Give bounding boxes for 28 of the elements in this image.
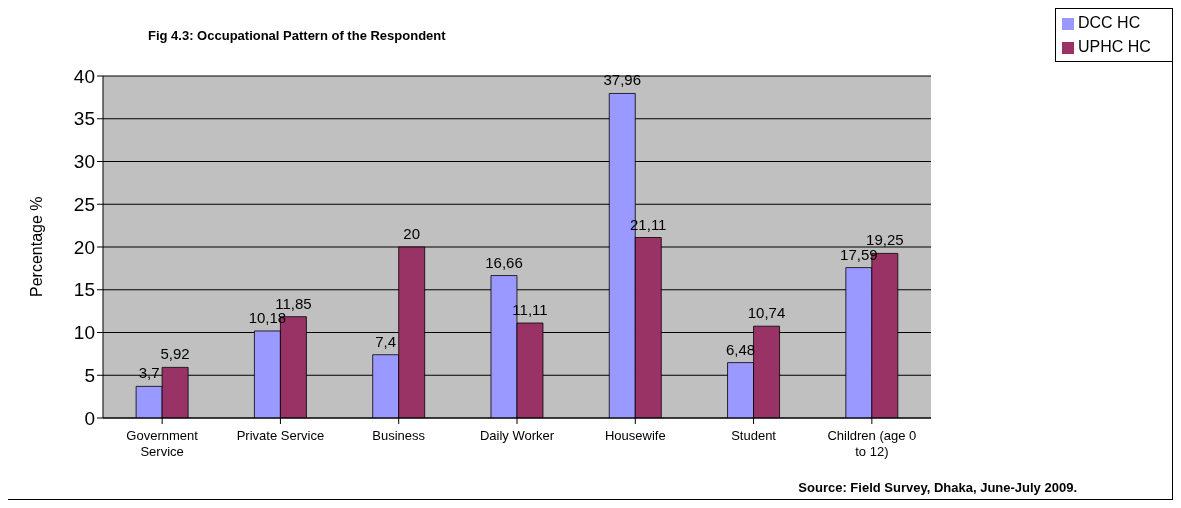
y-tick-label: 40 xyxy=(73,65,95,87)
data-label: 37,96 xyxy=(603,71,642,89)
data-label: 11,11 xyxy=(512,301,548,319)
x-tick-label: Business xyxy=(372,428,426,443)
x-tick-label: Government Service xyxy=(126,428,199,459)
chart-title: Fig 4.3: Occupational Pattern of the Respondent xyxy=(148,28,446,43)
y-tick-label: 25 xyxy=(73,193,95,215)
data-label: 10,74 xyxy=(747,304,786,322)
x-tick-label: Housewife xyxy=(604,428,666,443)
x-tick-label: Private Service xyxy=(236,428,325,443)
legend-label: UPHC HC xyxy=(1078,38,1151,55)
y-tick-label: 35 xyxy=(73,108,95,130)
y-tick-label: 20 xyxy=(73,236,95,258)
y-axis-title: Percentage % xyxy=(27,196,45,297)
x-tick-label: Daily Worker xyxy=(479,428,555,443)
source-note: Source: Field Survey, Dhaka, June-July 2009. xyxy=(798,480,1077,495)
legend-label: DCC HC xyxy=(1078,14,1141,31)
y-tick-label: 0 xyxy=(84,407,95,429)
y-tick-label: 10 xyxy=(73,322,95,344)
data-label: 7,4 xyxy=(375,332,397,350)
y-tick-label: 5 xyxy=(84,364,95,386)
x-tick-label: Student xyxy=(731,428,777,443)
y-tick-label: 15 xyxy=(73,279,95,301)
data-label: 20 xyxy=(403,225,421,242)
data-label: 16,66 xyxy=(485,253,523,271)
data-label: 5,92 xyxy=(160,345,190,363)
y-tick-label: 30 xyxy=(73,151,95,173)
x-tick-label: Children (age 0 to 12) xyxy=(827,428,917,459)
